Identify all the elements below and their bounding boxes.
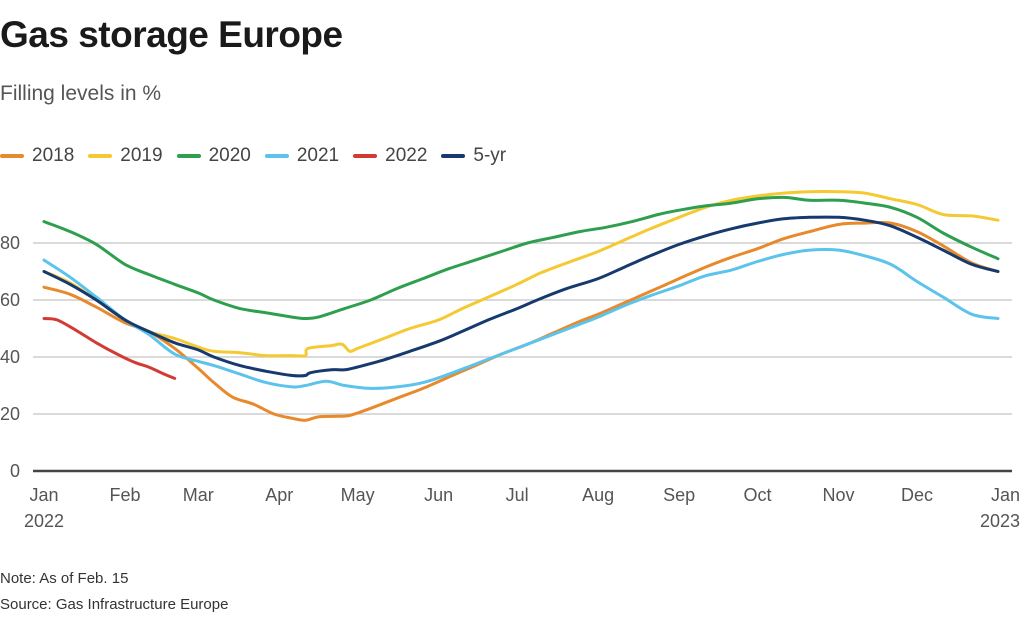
legend-item-2022: 2022 [353,145,427,167]
x-tick-label: Oct [744,485,772,505]
legend-item-5-yr: 5-yr [441,145,506,167]
y-tick-label: 0 [10,461,20,481]
legend-swatch [441,154,466,158]
x-tick-label: Feb [110,485,141,505]
legend-swatch [176,154,201,158]
legend-swatch [264,154,289,158]
chart-subtitle: Filling levels in % [0,82,162,105]
y-tick-label: 40 [0,347,20,367]
legend-item-2018: 2018 [0,145,74,167]
chart-title: Gas storage Europe [0,14,343,55]
legend-item-2020: 2020 [176,145,251,167]
x-tick-label: Mar [183,485,214,505]
y-tick-label: 80 [0,233,20,253]
legend-item-2019: 2019 [88,145,163,167]
y-axis-ticks: 0 20 40 60 80 [0,233,20,481]
x-tick-label: Jan [29,485,58,505]
series-lines [42,190,1000,422]
x-tick-label: Dec [901,485,933,505]
legend: 2018 2019 2020 2021 2022 5-yr [0,145,520,167]
y-tick-label: 60 [0,290,20,310]
legend-label: 5-yr [473,145,507,166]
legend-swatch [88,154,113,158]
x-tick-year-label: 2023 [980,511,1020,531]
legend-label: 2019 [120,145,163,166]
x-tick-label: Jul [506,485,529,505]
series-line-2019 [42,190,1000,358]
series-line-2021 [42,248,1000,390]
x-tick-label: May [341,485,375,505]
legend-label: 2018 [32,145,75,166]
legend-label: 2020 [208,145,251,166]
y-tick-label: 20 [0,404,20,424]
x-tick-label: Nov [823,485,855,505]
legend-swatch [353,154,378,158]
legend-label: 2021 [296,145,340,166]
chart-source: Source: Gas Infrastructure Europe [0,596,229,613]
x-tick-label: Sep [663,485,695,505]
legend-item-2021: 2021 [264,145,340,167]
chart-note: Note: As of Feb. 15 [0,570,129,587]
x-axis-ticks: Jan 2022 Feb Mar Apr May Jun Jul Aug Sep Oct Nov Dec… [24,485,1020,531]
series-line-5-yr [42,215,1000,378]
series-line-2020 [42,195,1000,321]
x-tick-label: Aug [582,485,614,505]
x-tick-label: Jan [991,485,1020,505]
series-line-2022 [42,317,177,380]
x-tick-label: Apr [265,485,293,505]
x-tick-label: Jun [424,485,453,505]
x-tick-year-label: 2022 [24,511,64,531]
legend-swatch [0,154,24,158]
legend-label: 2022 [385,145,428,166]
